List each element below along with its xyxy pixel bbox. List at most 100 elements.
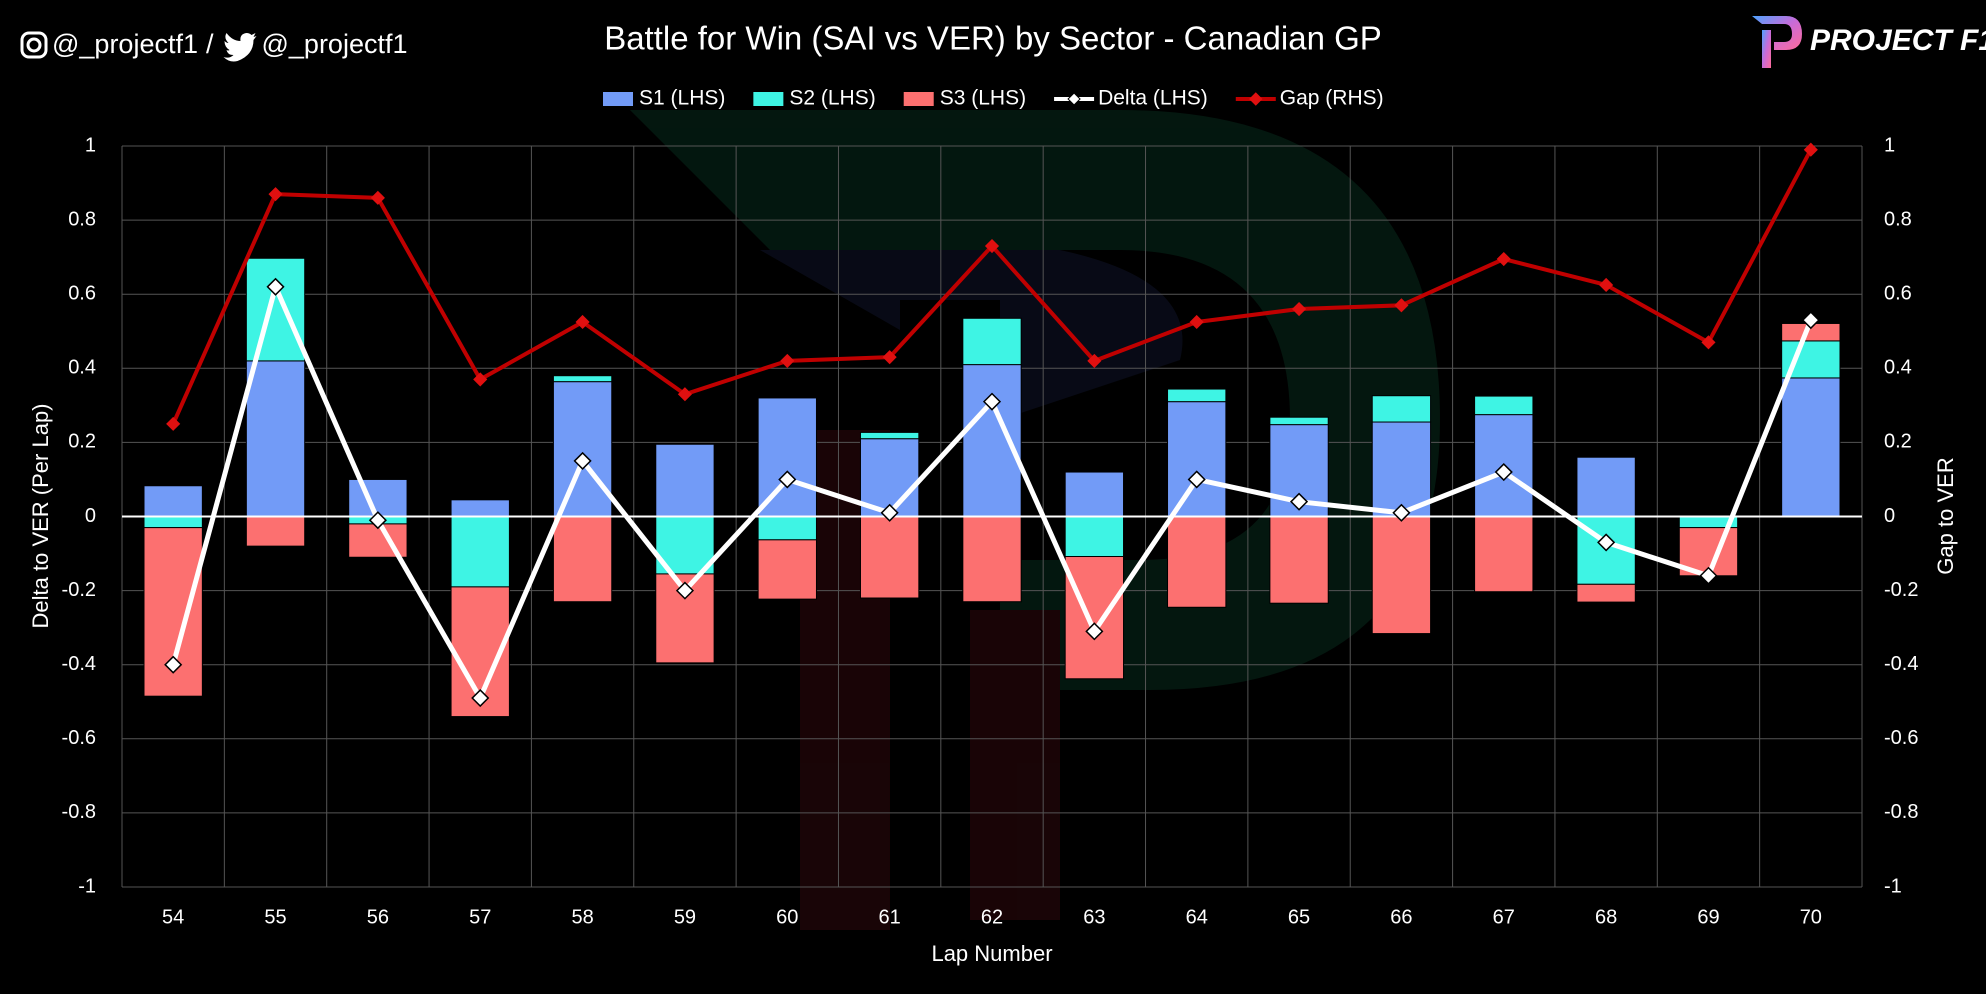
bar-segment <box>1167 388 1227 403</box>
x-tick-label: 67 <box>1493 906 1515 928</box>
x-tick-label: 63 <box>1083 906 1105 928</box>
legend-label: Gap (RHS) <box>1280 87 1384 110</box>
marker <box>471 688 490 708</box>
y2-tick-label: -0.4 <box>1884 653 1918 675</box>
marker <box>880 503 899 522</box>
x-tick-label: 60 <box>776 906 798 928</box>
x-tick-label: 62 <box>981 906 1003 928</box>
y2-tick-label: 0.8 <box>1884 208 1912 230</box>
bar-segment <box>757 539 817 600</box>
y2-tick-label: 0.2 <box>1884 431 1912 453</box>
bar-segment <box>1167 516 1227 608</box>
chart-title: Battle for Win (SAI vs VER) by Sector - … <box>604 20 1382 57</box>
separator: / <box>206 29 214 59</box>
marker <box>1803 142 1818 157</box>
marker <box>675 581 695 600</box>
bar-segment <box>1064 471 1125 518</box>
marker <box>1701 335 1716 350</box>
logo-mark <box>1752 16 1802 68</box>
marker <box>1392 503 1411 522</box>
bar-segment <box>757 397 817 517</box>
marker <box>368 511 387 530</box>
y-tick-label: 1 <box>85 134 96 156</box>
y2-tick-label: 1 <box>1884 134 1895 156</box>
bar-segment <box>962 364 1022 517</box>
legend-swatch <box>603 92 633 106</box>
bar-segment <box>757 516 817 541</box>
x-tick-label: 59 <box>674 906 696 928</box>
legend-swatch <box>903 92 934 106</box>
y-tick-label: -1 <box>78 875 96 897</box>
bar-segment <box>552 381 613 517</box>
legend-item: S1 (LHS) <box>603 87 725 110</box>
x-tick-label: 61 <box>879 906 901 928</box>
x-tick-label: 58 <box>571 906 593 928</box>
bar-segment <box>1269 516 1329 604</box>
legend: S1 (LHS) S2 (LHS) S3 (LHS) Delta (LHS) Gap (… <box>603 87 1384 110</box>
x-tick-label: 65 <box>1288 906 1310 928</box>
bar-segment <box>552 375 613 383</box>
bar-segment <box>1781 377 1841 518</box>
bar-segment <box>348 478 408 518</box>
marker <box>473 372 488 387</box>
bar-segment <box>1064 516 1125 558</box>
y2-tick-label: -0.6 <box>1884 727 1918 749</box>
watermark <box>630 110 1440 930</box>
x-tick-label: 68 <box>1595 906 1617 928</box>
bar-segment <box>1371 516 1432 635</box>
marker <box>1599 277 1614 292</box>
x-tick-label: 66 <box>1390 906 1412 928</box>
x-axis-title: Lap Number <box>931 941 1052 966</box>
bar-segment <box>1474 395 1534 416</box>
y2-tick-label: -0.8 <box>1884 801 1918 823</box>
y-tick-label: -0.8 <box>62 801 96 823</box>
bar-segment <box>552 516 613 603</box>
legend-label: S3 (LHS) <box>940 87 1026 110</box>
marker <box>778 470 797 489</box>
instagram-handle: @_projectf1 <box>52 29 198 59</box>
marker <box>1087 353 1102 368</box>
logo-text: PROJECT F1 <box>1810 24 1986 57</box>
legend-item: Delta (LHS) <box>1054 87 1208 110</box>
line-series <box>164 277 1820 708</box>
bar-segment <box>450 516 510 588</box>
y2-axis-title: Gap to VER <box>1933 457 1958 574</box>
x-tick-label: 54 <box>162 906 184 928</box>
bar-segment <box>962 516 1022 603</box>
marker <box>984 238 1000 254</box>
marker <box>1187 470 1206 489</box>
marker <box>1189 314 1204 330</box>
marker <box>1291 301 1307 317</box>
marker <box>982 392 1002 411</box>
bar-segment <box>245 257 306 362</box>
y2-tick-label: 0 <box>1884 505 1895 527</box>
marker <box>780 353 795 368</box>
twitter-handle: @_projectf1 <box>262 29 408 59</box>
marker <box>268 187 283 202</box>
bar-segment <box>1371 395 1432 423</box>
marker <box>1394 298 1409 313</box>
bar-segment <box>245 516 306 547</box>
y-axis-title: Delta to VER (Per Lap) <box>28 404 53 629</box>
legend-label: Delta (LHS) <box>1098 87 1208 110</box>
bar-segment <box>143 485 203 518</box>
bar-segment <box>859 516 920 599</box>
marker <box>266 277 285 296</box>
y-tick-label: 0.8 <box>68 208 96 230</box>
x-tick-label: 69 <box>1697 906 1719 928</box>
bar-segment <box>1269 416 1329 426</box>
legend-marker <box>1249 92 1263 106</box>
marker <box>1597 533 1616 552</box>
y2-tick-label: 0.4 <box>1884 357 1912 379</box>
y-tick-label: -0.4 <box>62 653 96 675</box>
marker <box>575 314 590 330</box>
marker <box>573 451 592 470</box>
twitter-icon <box>223 33 257 62</box>
y2-tick-label: -1 <box>1884 875 1902 897</box>
legend-label: S1 (LHS) <box>639 87 725 110</box>
bar-segment <box>1167 401 1227 517</box>
x-tick-label: 70 <box>1800 906 1822 928</box>
y2-tick-label: 0.6 <box>1884 282 1912 304</box>
